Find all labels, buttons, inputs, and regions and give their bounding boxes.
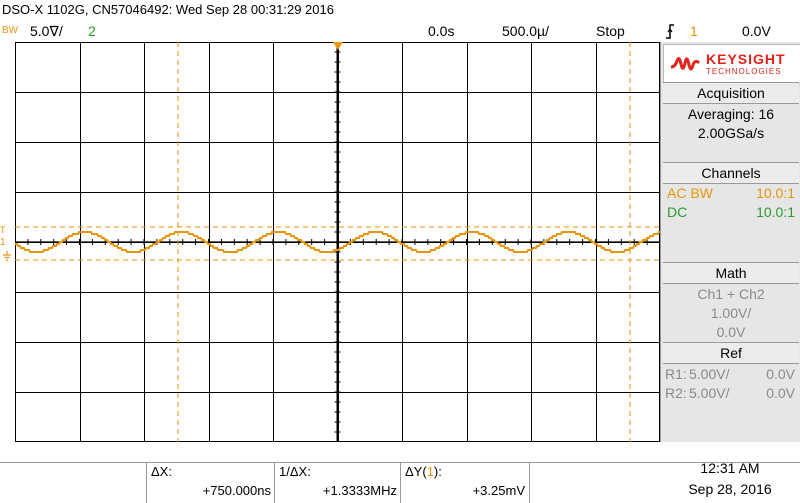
trigger-level-marker: T — [0, 225, 6, 235]
ch2-coupling: DC — [667, 204, 688, 220]
math-function: Ch1 + Ch2 — [697, 286, 765, 302]
math-scale: 1.00V/ — [710, 305, 752, 321]
status-row: BW 5.0∇/ 2 0.0s 500.0µ/ Stop — [0, 20, 660, 42]
cursor-inv-dx-label: 1/ΔX: — [279, 464, 311, 479]
acquisition-heading[interactable]: Acquisition — [663, 82, 799, 104]
ref-r2-offset: 0.0V — [766, 385, 795, 401]
acquisition-mode: Averaging: 16 — [687, 106, 775, 122]
cursor-inv-dx[interactable]: 1/ΔX: +1.3333MHz — [274, 462, 401, 503]
brand-name: KEYSIGHT — [706, 51, 786, 67]
ref-r1-label: R1: — [665, 366, 687, 382]
clock-date: Sep 28, 2016 — [688, 481, 772, 497]
run-state[interactable]: Stop — [596, 23, 625, 39]
clock-time: 12:31 AM — [700, 460, 760, 476]
bandwidth-limit-badge: BW — [2, 25, 19, 36]
keysight-wave-icon — [670, 57, 700, 71]
trigger-top-marker — [333, 42, 343, 50]
cursor-dy[interactable]: ΔY(1): +3.25mV — [400, 462, 530, 503]
acquisition-rate: 2.00GSa/s — [697, 125, 765, 141]
ref-r1-offset: 0.0V — [766, 366, 795, 382]
cursor-dx-value: +750.000ns — [202, 483, 271, 498]
channels-heading[interactable]: Channels — [663, 162, 799, 184]
cursor-dy-value: +3.25mV — [472, 483, 525, 498]
ch1-ground-marker: 1 — [0, 237, 6, 248]
ch1-coupling: AC BW — [667, 185, 713, 201]
ref-r2-scale: 5.00V/ — [689, 385, 730, 401]
ref-r1-scale: 5.00V/ — [689, 366, 730, 382]
trigger-level: 0.0V — [742, 23, 771, 39]
cursor-dx[interactable]: ΔX: +750.000ns — [146, 462, 275, 503]
side-panel: KEYSIGHT TECHNOLOGIES Acquisition Averag… — [660, 42, 800, 442]
ch2-probe-ratio: 10.0:1 — [756, 204, 795, 220]
math-heading[interactable]: Math — [663, 262, 799, 284]
brand-subtitle: TECHNOLOGIES — [706, 67, 782, 76]
brand-logo: KEYSIGHT TECHNOLOGIES — [663, 44, 800, 84]
time-scale[interactable]: 500.0µ/ — [502, 23, 549, 39]
ref-heading[interactable]: Ref — [663, 342, 799, 364]
cursor-dy-label: ΔY(1): — [405, 464, 442, 479]
trigger-edge-icon — [664, 20, 676, 46]
cursor-inv-dx-value: +1.3333MHz — [322, 483, 397, 498]
window-title: DSO-X 1102G, CN57046492: Wed Sep 28 00:3… — [2, 2, 334, 17]
trigger-info[interactable]: 1 0.0V — [660, 20, 800, 42]
waveform-display[interactable] — [15, 42, 660, 442]
measurement-bar: ΔX: +750.000ns 1/ΔX: +1.3333MHz ΔY(1): +… — [0, 442, 800, 503]
ch1-waveform — [15, 231, 660, 253]
ch2-info: DC 10.0:1 — [663, 203, 799, 221]
cursor-dy-channel: 1 — [426, 464, 434, 479]
graticule — [15, 42, 660, 442]
time-offset[interactable]: 0.0s — [428, 23, 455, 39]
ch1-scale[interactable]: 5.0∇/ — [30, 23, 63, 39]
cursor-dx-label: ΔX: — [151, 464, 172, 479]
ch1-probe-ratio: 10.0:1 — [756, 185, 795, 201]
ref-r2-label: R2: — [665, 385, 687, 401]
ch1-info: AC BW 10.0:1 — [663, 184, 799, 202]
trigger-source: 1 — [690, 23, 698, 39]
ch2-label[interactable]: 2 — [88, 23, 96, 39]
ground-icon — [2, 248, 12, 266]
math-offset: 0.0V — [716, 324, 746, 340]
